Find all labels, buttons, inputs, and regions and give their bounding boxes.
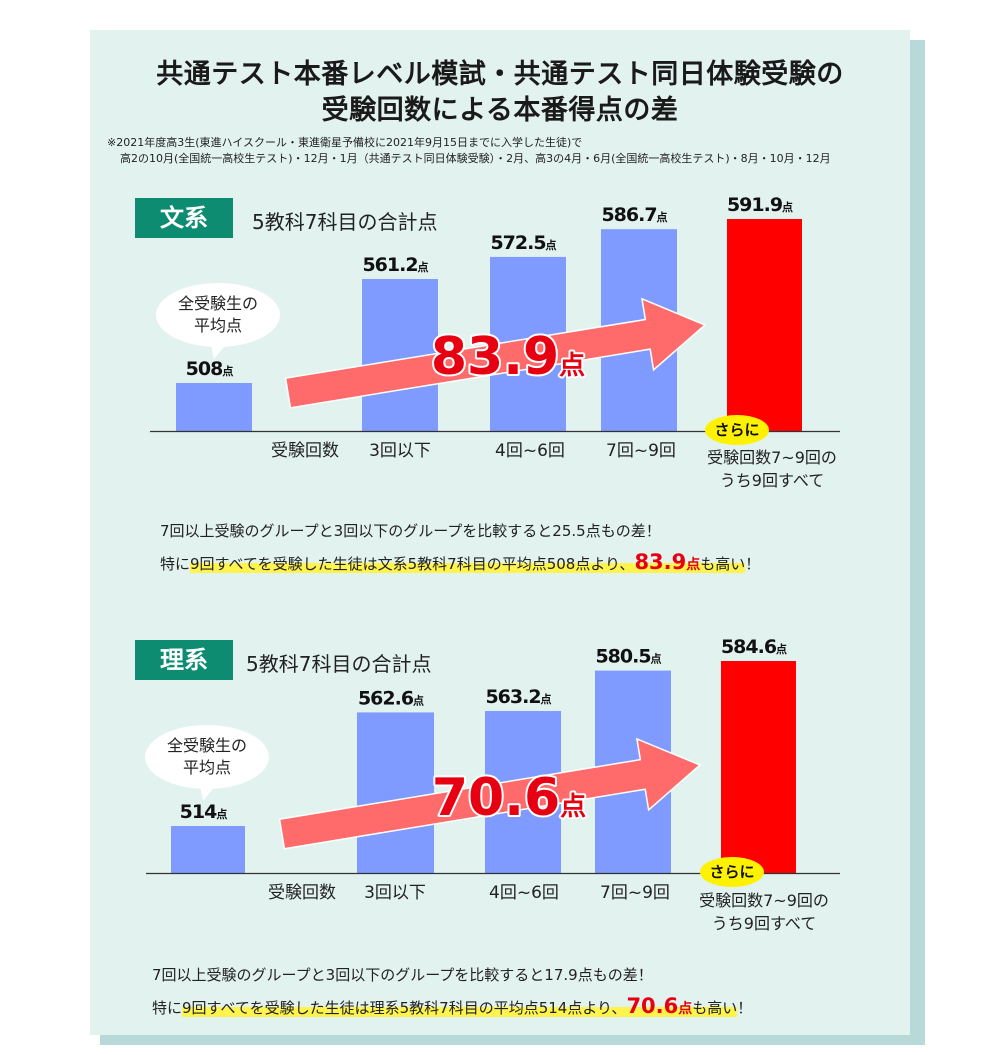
arrow-diff-label: 83.9点 <box>431 327 585 387</box>
summary-line1-bunkei: 7回以上受験のグループと3回以下のグループを比較すると25.5点もの差！ <box>160 522 661 540</box>
category-label: 3回以下 <box>364 883 426 903</box>
bar <box>721 661 796 873</box>
note-line2: 高2の10月(全国統一高校生テスト)・12月・1月（共通テスト同日体験受験）・2… <box>120 152 831 165</box>
bar <box>176 383 252 431</box>
last-category-line2: うち9回すべて <box>712 914 816 933</box>
data-label: 584.6点 <box>721 636 787 658</box>
summary-diff-value: 83.9 <box>634 550 687 574</box>
last-category-line1: 受験回数7~9回の <box>707 448 837 467</box>
arrow-icon <box>278 737 702 850</box>
section-tag-rikei: 理系 <box>135 640 233 680</box>
bar <box>357 712 434 873</box>
bar <box>171 826 245 873</box>
arrow-icon <box>284 297 707 409</box>
summary-line2-rikei: 特に9回すべてを受験した生徒は理系5教科7科目の平均点514点より、70.6点も… <box>152 994 752 1018</box>
axis-label: 受験回数 <box>271 441 339 461</box>
bar <box>727 219 802 431</box>
chart-0: 508点 561.2点 572.5点 586.7点 591.9点 83.9点 全受験生の平均… <box>150 194 840 490</box>
category-label: 4回~6回 <box>495 441 565 461</box>
bubble-text-line2: 平均点 <box>183 758 231 777</box>
summary-diff-value: 70.6 <box>626 994 679 1018</box>
note-line1: ※2021年度高3生(東進ハイスクール・東進衛星予備校に2021年9月15日まで… <box>107 136 583 149</box>
summary-diff-unit: 点 <box>678 1001 693 1017</box>
category-label: 7回~9回 <box>600 883 670 903</box>
summary-pre: 特に <box>152 999 183 1017</box>
section-tag-bunkei: 文系 <box>135 198 233 238</box>
bubble-text-line1: 全受験生の <box>167 736 247 755</box>
summary-post: ！ <box>737 999 753 1017</box>
category-label: 4回~6回 <box>489 883 559 903</box>
data-label: 508点 <box>186 358 234 380</box>
summary-highlight-text: 9回すべてを受験した生徒は文系5教科7科目の平均点508点より、 <box>190 555 635 573</box>
summary-post: ！ <box>745 555 761 573</box>
data-label: 563.2点 <box>485 686 551 708</box>
last-category-line2: うち9回すべて <box>720 471 824 490</box>
data-label: 580.5点 <box>595 646 661 668</box>
last-category-line1: 受験回数7~9回の <box>699 891 829 910</box>
sarani-badge <box>705 415 769 445</box>
bubble-text-line2: 平均点 <box>194 316 242 335</box>
summary-highlight-tail: も高い <box>692 999 738 1017</box>
data-label: 572.5点 <box>490 232 556 254</box>
summary-line2-bunkei: 特に9回すべてを受験した生徒は文系5教科7科目の平均点508点より、83.9点も… <box>160 550 760 574</box>
data-label: 561.2点 <box>362 254 428 276</box>
axis-label: 受験回数 <box>268 883 336 903</box>
sarani-text: さらに <box>714 421 759 439</box>
summary-highlight: 9回すべてを受験した生徒は理系5教科7科目の平均点514点より、70.6点も高い <box>182 994 738 1018</box>
data-label: 591.9点 <box>727 194 793 216</box>
summary-pre: 特に <box>160 555 191 573</box>
sarani-badge <box>700 857 764 887</box>
data-label: 586.7点 <box>601 204 667 226</box>
data-label: 562.6点 <box>358 687 424 709</box>
page-title-line2: 受験回数による本番得点の差 <box>321 95 679 126</box>
summary-highlight-tail: も高い <box>700 555 746 573</box>
arrow-diff-label: 70.6点 <box>432 768 586 828</box>
summary-highlight: 9回すべてを受験した生徒は文系5教科7科目の平均点508点より、83.9点も高い <box>190 550 746 574</box>
category-label: 3回以下 <box>369 441 431 461</box>
category-label: 7回~9回 <box>606 441 676 461</box>
section-subtitle-bunkei: 5教科7科目の合計点 <box>252 210 438 234</box>
data-label: 514点 <box>180 801 228 823</box>
section-subtitle-rikei: 5教科7科目の合計点 <box>246 652 432 676</box>
summary-diff-unit: 点 <box>686 557 701 573</box>
chart-1: 514点 562.6点 563.2点 580.5点 584.6点 70.6点 全受験生の平均… <box>145 636 840 933</box>
speech-bubble <box>145 725 269 789</box>
bubble-text-line1: 全受験生の <box>178 294 258 313</box>
page-title-line1: 共通テスト本番レベル模試・共通テスト同日体験受験の <box>156 59 844 90</box>
summary-highlight-text: 9回すべてを受験した生徒は理系5教科7科目の平均点514点より、 <box>182 999 627 1017</box>
sarani-text: さらに <box>709 863 754 881</box>
speech-bubble <box>156 283 280 347</box>
summary-line1-rikei: 7回以上受験のグループと3回以下のグループを比較すると17.9点もの差！ <box>152 966 653 984</box>
